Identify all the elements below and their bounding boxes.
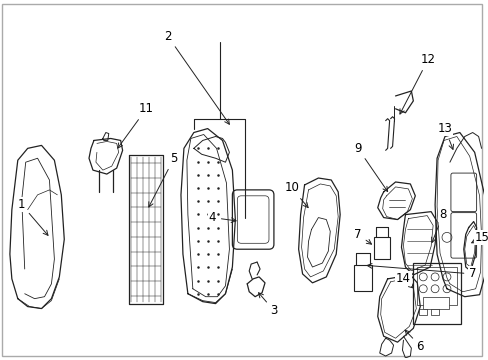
Text: 5: 5 — [148, 152, 177, 207]
Bar — [373, 237, 389, 259]
Text: 7: 7 — [353, 228, 371, 244]
Bar — [416, 267, 456, 305]
Text: 4: 4 — [208, 211, 236, 224]
FancyBboxPatch shape — [450, 173, 476, 212]
Text: 7: 7 — [366, 264, 475, 280]
Text: 12: 12 — [399, 53, 435, 114]
Bar — [418, 309, 427, 315]
Text: 15: 15 — [471, 231, 488, 244]
Text: 3: 3 — [258, 293, 277, 317]
Text: 1: 1 — [18, 198, 48, 235]
Bar — [353, 265, 371, 291]
Text: 2: 2 — [164, 30, 229, 124]
FancyBboxPatch shape — [450, 213, 476, 258]
Text: 11: 11 — [118, 102, 154, 148]
Text: 14: 14 — [395, 273, 413, 288]
Text: 6: 6 — [404, 330, 423, 353]
Text: 10: 10 — [284, 181, 307, 208]
Bar — [423, 297, 448, 309]
Bar — [430, 309, 438, 315]
Text: 13: 13 — [437, 122, 452, 149]
Bar — [412, 263, 460, 324]
Text: 8: 8 — [431, 208, 446, 242]
Text: 9: 9 — [353, 142, 387, 192]
